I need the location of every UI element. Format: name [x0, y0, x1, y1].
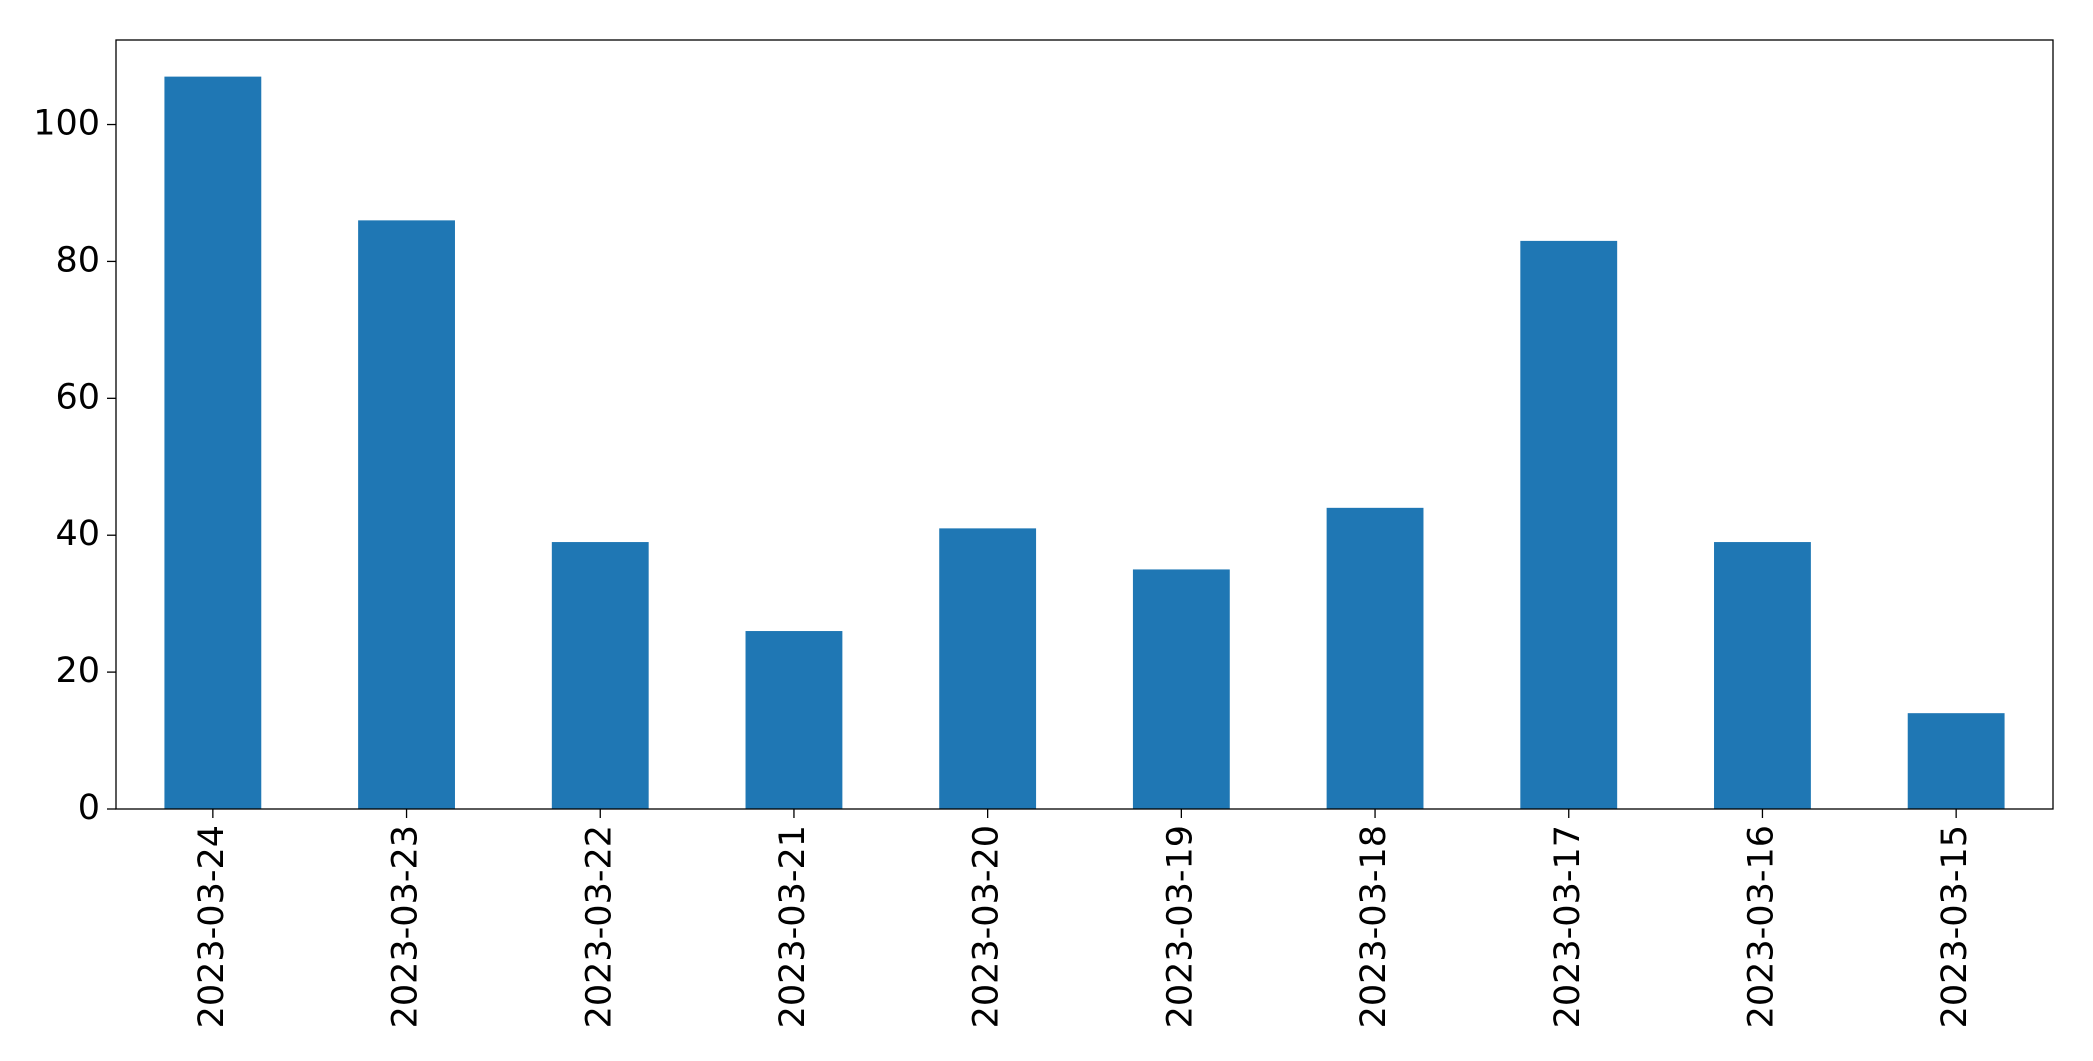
bar	[164, 76, 262, 810]
x-tick-label: 2023-03-22	[579, 825, 619, 1028]
y-tick-label: 0	[78, 788, 100, 828]
x-tick-label: 2023-03-21	[773, 825, 813, 1028]
x-tick-label: 2023-03-19	[1160, 825, 1200, 1028]
bar	[939, 528, 1037, 809]
bar	[1326, 507, 1424, 809]
bar	[1714, 542, 1811, 809]
bar	[1907, 713, 2005, 809]
bar	[551, 542, 649, 809]
x-tick-label: 2023-03-15	[1935, 825, 1975, 1028]
bar	[1520, 240, 1618, 809]
x-tick-label: 2023-03-18	[1354, 825, 1394, 1028]
y-tick-label: 60	[55, 377, 100, 417]
x-tick-label: 2023-03-20	[967, 825, 1007, 1028]
x-tick-label: 2023-03-23	[386, 825, 426, 1028]
x-tick-label: 2023-03-24	[192, 825, 232, 1028]
y-tick-label: 80	[55, 240, 100, 280]
y-tick-label: 100	[33, 104, 100, 144]
x-tick-label: 2023-03-16	[1741, 825, 1781, 1028]
y-tick-label: 40	[55, 514, 100, 554]
x-tick-label: 2023-03-17	[1548, 825, 1588, 1028]
bar	[745, 631, 843, 809]
y-tick-label: 20	[55, 651, 100, 691]
bar	[1132, 569, 1230, 809]
bar	[358, 220, 455, 809]
plot-frame	[115, 39, 2054, 810]
